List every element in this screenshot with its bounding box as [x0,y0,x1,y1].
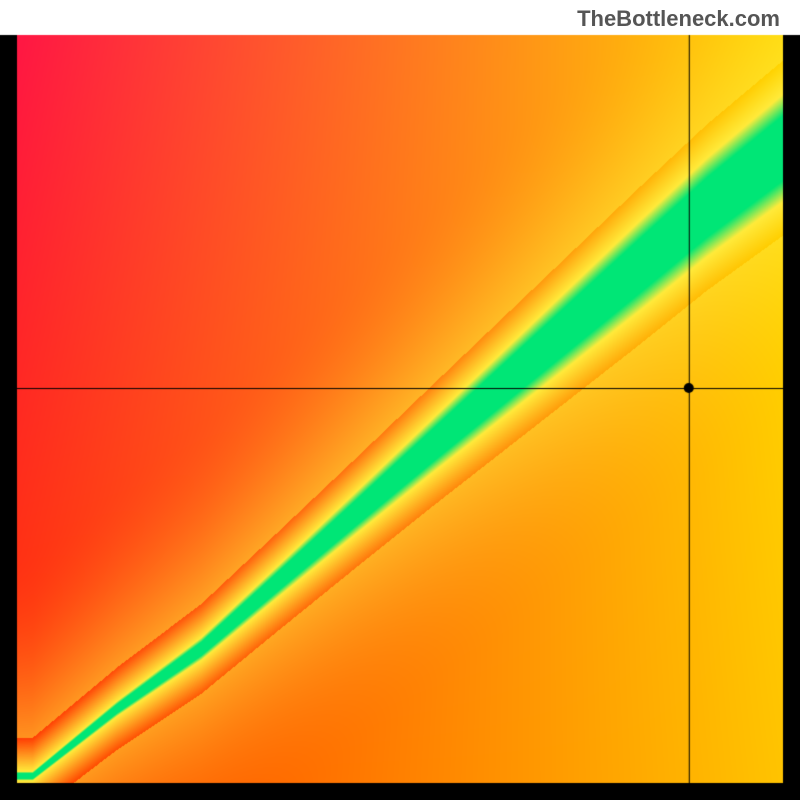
heatmap-canvas [0,0,800,800]
chart-container: TheBottleneck.com [0,0,800,800]
watermark-text: TheBottleneck.com [577,6,780,32]
